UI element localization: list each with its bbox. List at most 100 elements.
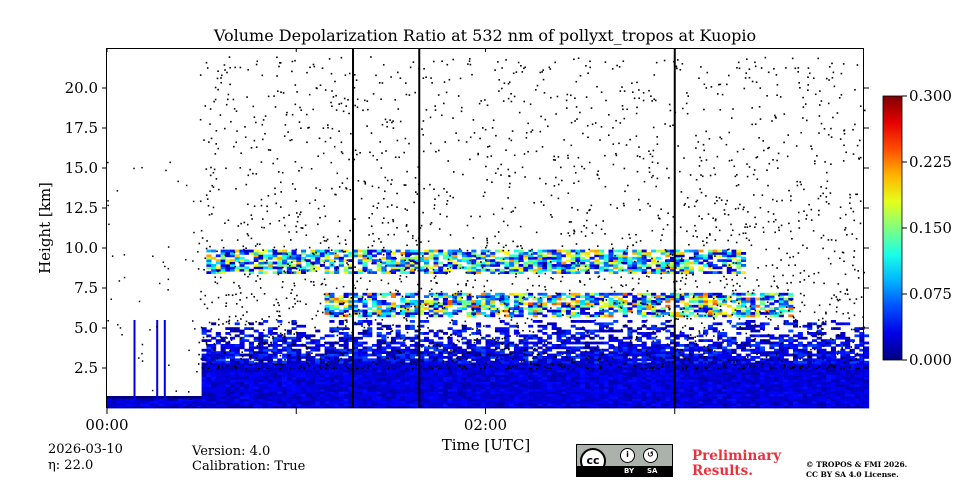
heatmap-cell bbox=[324, 369, 330, 373]
heatmap-cell bbox=[324, 391, 330, 394]
heatmap-cell bbox=[674, 353, 680, 357]
heatmap-cell bbox=[461, 356, 467, 359]
heatmap-cell bbox=[258, 259, 264, 262]
heatmap-cell bbox=[357, 336, 363, 340]
heatmap-cell bbox=[225, 346, 231, 350]
heatmap-cell bbox=[584, 304, 590, 308]
heatmap-cell bbox=[755, 396, 761, 399]
heatmap-cell bbox=[414, 252, 420, 255]
heatmap-cell bbox=[570, 312, 576, 315]
heatmap-cell bbox=[485, 351, 491, 354]
heatmap-cell bbox=[655, 353, 661, 357]
heatmap-cell bbox=[537, 346, 543, 350]
heatmap-cell bbox=[291, 396, 297, 399]
heatmap-cell bbox=[263, 403, 269, 406]
heatmap-cell bbox=[589, 351, 595, 354]
heatmap-cell bbox=[745, 360, 751, 364]
heatmap-cell bbox=[277, 360, 283, 364]
heatmap-cell bbox=[518, 314, 524, 318]
heatmap-cell bbox=[565, 372, 571, 375]
heatmap-cell bbox=[390, 379, 396, 382]
heatmap-cell bbox=[286, 252, 292, 255]
heatmap-cell bbox=[651, 302, 657, 306]
heatmap-cell bbox=[405, 346, 411, 350]
heatmap-cell bbox=[291, 367, 297, 370]
heatmap-cell bbox=[627, 353, 633, 357]
heatmap-cell bbox=[499, 391, 505, 394]
heatmap-cell bbox=[618, 254, 624, 258]
heatmap-cell bbox=[684, 266, 690, 270]
heatmap-cell bbox=[636, 388, 642, 392]
heatmap-cell bbox=[684, 309, 690, 313]
heatmap-cell bbox=[679, 403, 685, 406]
heatmap-cell bbox=[636, 381, 642, 385]
heatmap-cell bbox=[618, 379, 624, 382]
heatmap-cell bbox=[371, 292, 377, 296]
heatmap-cell bbox=[684, 264, 690, 267]
heatmap-cell bbox=[353, 381, 359, 385]
heatmap-cell bbox=[641, 252, 647, 255]
heatmap-cell bbox=[405, 400, 411, 404]
heatmap-cell bbox=[433, 249, 439, 253]
heatmap-cell bbox=[594, 393, 600, 397]
heatmap-cell bbox=[230, 329, 236, 333]
heatmap-cell bbox=[556, 364, 562, 368]
heatmap-cell bbox=[301, 393, 307, 397]
heatmap-cell bbox=[485, 369, 491, 373]
heatmap-cell bbox=[532, 302, 538, 306]
heatmap-cell bbox=[272, 266, 278, 270]
heatmap-cell bbox=[731, 358, 737, 362]
heatmap-cell bbox=[608, 358, 614, 362]
heatmap-cell bbox=[741, 381, 747, 385]
heatmap-cell bbox=[499, 384, 505, 387]
heatmap-cell bbox=[405, 259, 411, 262]
heatmap-cell bbox=[296, 261, 302, 265]
heatmap-cell bbox=[386, 327, 392, 330]
heatmap-cell bbox=[632, 356, 638, 359]
heatmap-cell bbox=[329, 329, 335, 333]
heatmap-cell bbox=[225, 374, 231, 378]
heatmap-cell bbox=[457, 259, 463, 262]
heatmap-cell bbox=[215, 398, 221, 402]
heatmap-cell bbox=[594, 379, 600, 382]
heatmap-cell bbox=[703, 356, 709, 359]
heatmap-cell bbox=[736, 261, 742, 265]
heatmap-cell bbox=[627, 348, 633, 352]
heatmap-cell bbox=[476, 341, 482, 345]
heatmap-cell bbox=[490, 372, 496, 375]
heatmap-cell bbox=[537, 300, 543, 303]
heatmap-cell bbox=[386, 249, 392, 253]
heatmap-cell bbox=[414, 256, 420, 260]
heatmap-cell bbox=[334, 327, 340, 330]
heatmap-cell bbox=[329, 356, 335, 359]
heatmap-cell bbox=[499, 292, 505, 296]
heatmap-cell bbox=[679, 314, 685, 318]
heatmap-cell bbox=[641, 379, 647, 382]
heatmap-cell bbox=[537, 254, 543, 258]
heatmap-cell bbox=[201, 367, 207, 370]
heatmap-cell bbox=[424, 348, 430, 352]
heatmap-cell bbox=[518, 379, 524, 382]
heatmap-cell bbox=[717, 353, 723, 357]
heatmap-cell bbox=[215, 388, 221, 392]
heatmap-cell bbox=[684, 336, 690, 340]
heatmap-cell bbox=[452, 381, 458, 385]
heatmap-cell bbox=[646, 398, 652, 402]
heatmap-cell bbox=[665, 312, 671, 315]
heatmap-cell bbox=[409, 320, 415, 323]
heatmap-cell bbox=[301, 256, 307, 260]
heatmap-cell bbox=[187, 400, 193, 404]
heatmap-cell bbox=[296, 264, 302, 267]
heatmap-cell bbox=[244, 398, 250, 402]
heatmap-cell bbox=[622, 344, 628, 347]
heatmap-cell bbox=[334, 254, 340, 258]
heatmap-cell bbox=[419, 324, 425, 328]
heatmap-cell bbox=[565, 388, 571, 392]
heatmap-cell bbox=[225, 367, 231, 370]
heatmap-cell bbox=[722, 386, 728, 390]
heatmap-cell bbox=[537, 384, 543, 387]
heatmap-cell bbox=[532, 344, 538, 347]
heatmap-cell bbox=[726, 393, 732, 397]
heatmap-cell bbox=[722, 261, 728, 265]
heatmap-cell bbox=[211, 336, 217, 340]
